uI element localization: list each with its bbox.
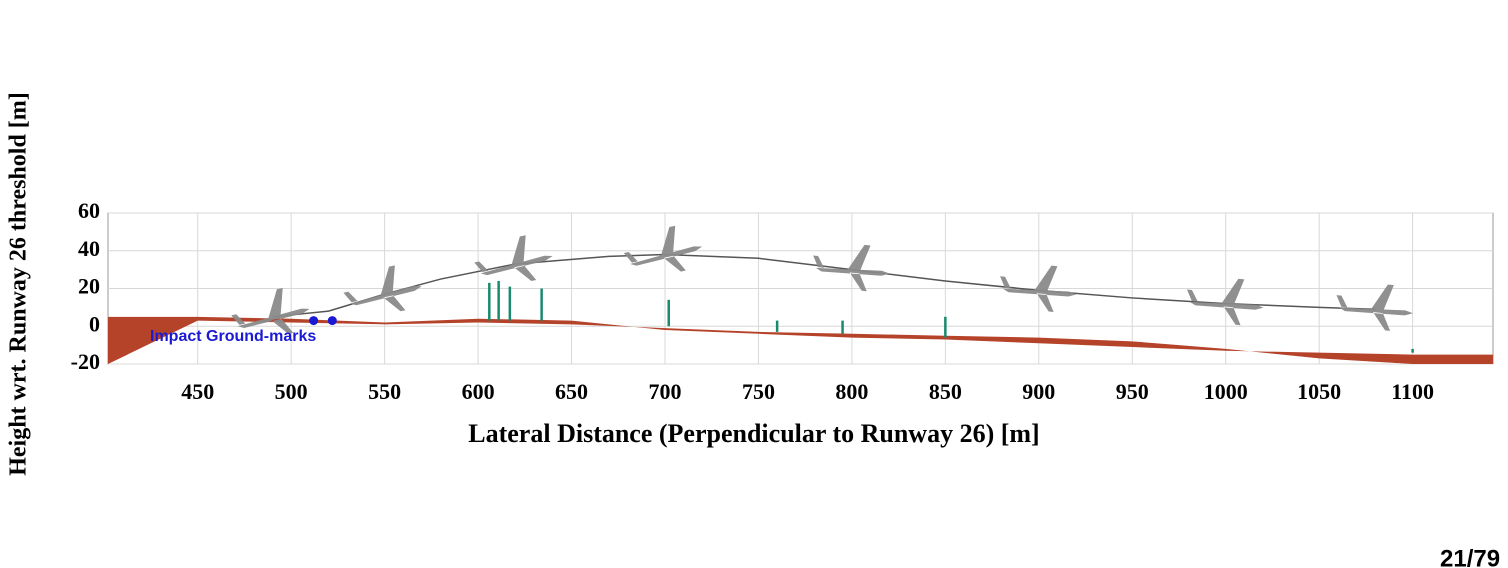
aircraft-silhouette (1186, 278, 1264, 326)
x-tick-label: 500 (275, 379, 308, 404)
x-tick-label: 700 (648, 379, 681, 404)
x-tick-label: 600 (462, 379, 495, 404)
x-tick-label: 800 (835, 379, 868, 404)
aircraft-silhouette (231, 288, 310, 334)
y-tick-label: 40 (78, 236, 100, 261)
x-tick-label: 450 (181, 379, 214, 404)
y-axis-label: Height wrt. Runway 26 threshold [m] (6, 92, 32, 476)
aircraft-silhouette (813, 244, 890, 292)
ground-mark (309, 316, 319, 326)
x-axis-label: Lateral Distance (Perpendicular to Runwa… (468, 419, 1039, 448)
aircraft-silhouette (1336, 284, 1414, 331)
page-number: 21/79 (1440, 545, 1500, 568)
aircraft-silhouette (1000, 265, 1077, 313)
x-tick-label: 850 (929, 379, 962, 404)
y-tick-label: -20 (71, 349, 100, 374)
aircraft-silhouette (474, 235, 553, 282)
x-tick-label: 650 (555, 379, 588, 404)
x-tick-label: 1000 (1204, 379, 1248, 404)
ground-mark (327, 316, 337, 326)
x-tick-label: 1050 (1297, 379, 1341, 404)
y-tick-label: 20 (78, 274, 100, 299)
aircraft-silhouette (343, 265, 422, 312)
x-tick-label: 550 (368, 379, 401, 404)
y-tick-label: 0 (89, 311, 100, 336)
x-tick-label: 750 (742, 379, 775, 404)
annotation: Impact Ground-marks (150, 328, 316, 345)
aircraft-silhouette (623, 225, 703, 272)
terrain (108, 316, 1493, 364)
y-tick-label: 60 (78, 198, 100, 223)
x-tick-label: 1100 (1391, 379, 1434, 404)
x-tick-label: 950 (1116, 379, 1149, 404)
x-tick-label: 900 (1022, 379, 1055, 404)
